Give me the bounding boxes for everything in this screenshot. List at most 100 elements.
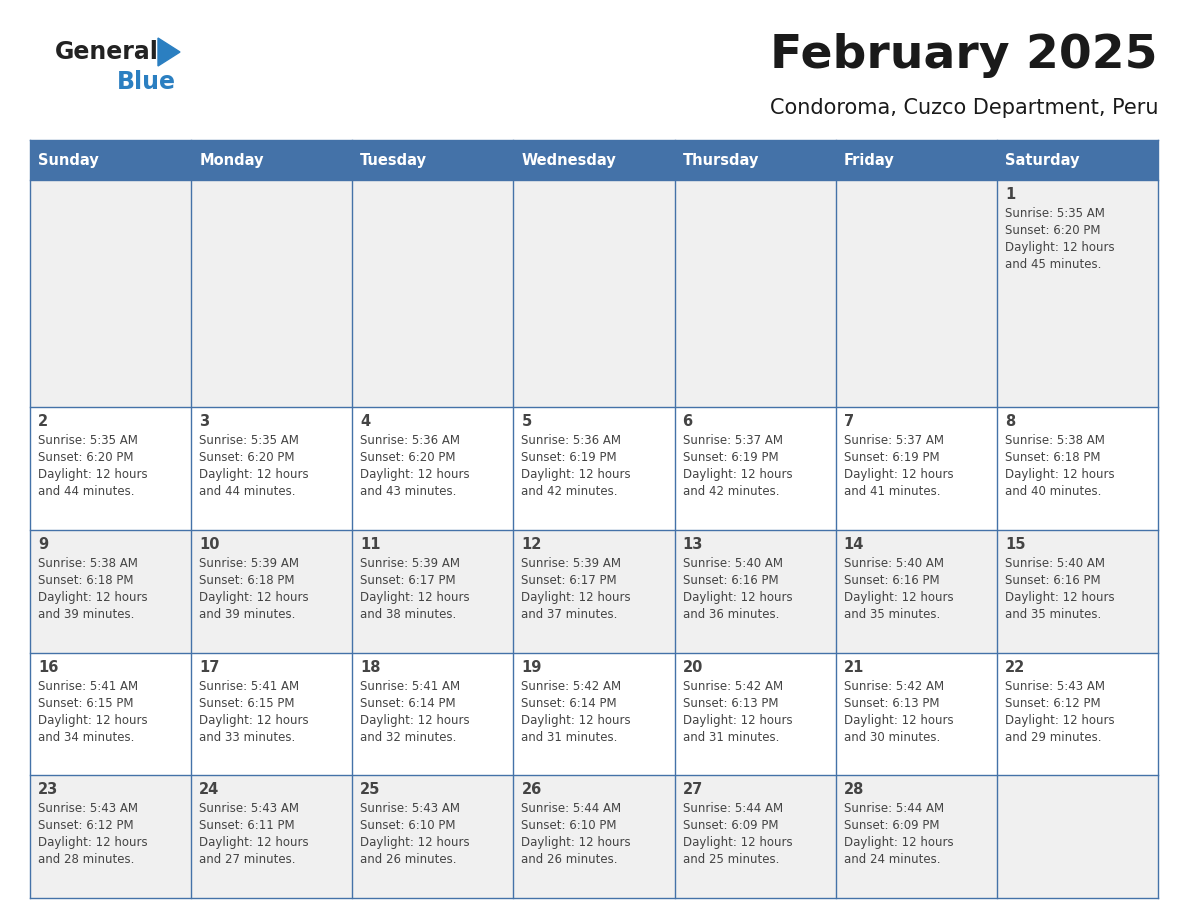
Text: Sunrise: 5:35 AM: Sunrise: 5:35 AM [200,434,299,447]
Text: and 28 minutes.: and 28 minutes. [38,853,134,867]
Text: Sunset: 6:09 PM: Sunset: 6:09 PM [843,819,940,833]
Text: 23: 23 [38,782,58,797]
Text: Sunset: 6:15 PM: Sunset: 6:15 PM [200,697,295,710]
Text: and 24 minutes.: and 24 minutes. [843,853,940,867]
Bar [997,180,1158,407]
Text: Sunrise: 5:44 AM: Sunrise: 5:44 AM [843,802,943,815]
Text: and 32 minutes.: and 32 minutes. [360,731,456,744]
Bar [513,140,675,180]
Text: Wednesday: Wednesday [522,152,617,167]
Text: Sunrise: 5:41 AM: Sunrise: 5:41 AM [200,679,299,692]
Text: and 39 minutes.: and 39 minutes. [200,608,296,621]
Text: and 44 minutes.: and 44 minutes. [38,485,134,498]
Bar [191,653,353,776]
Text: and 40 minutes.: and 40 minutes. [1005,485,1101,498]
Bar [30,653,191,776]
Text: Sunrise: 5:44 AM: Sunrise: 5:44 AM [522,802,621,815]
Text: 10: 10 [200,537,220,552]
Text: Daylight: 12 hours: Daylight: 12 hours [200,591,309,604]
Text: Daylight: 12 hours: Daylight: 12 hours [683,713,792,726]
Text: Sunrise: 5:40 AM: Sunrise: 5:40 AM [683,557,783,570]
Text: Daylight: 12 hours: Daylight: 12 hours [1005,241,1114,254]
Bar [513,653,675,776]
Bar [513,180,675,407]
Text: Sunrise: 5:36 AM: Sunrise: 5:36 AM [360,434,460,447]
Text: Daylight: 12 hours: Daylight: 12 hours [38,836,147,849]
Text: Sunrise: 5:42 AM: Sunrise: 5:42 AM [843,679,943,692]
Text: Daylight: 12 hours: Daylight: 12 hours [1005,713,1114,726]
Text: 17: 17 [200,659,220,675]
Text: 9: 9 [38,537,49,552]
Text: Sunset: 6:16 PM: Sunset: 6:16 PM [1005,574,1100,587]
Text: February 2025: February 2025 [771,32,1158,77]
Text: Sunset: 6:18 PM: Sunset: 6:18 PM [200,574,295,587]
Text: Sunrise: 5:44 AM: Sunrise: 5:44 AM [683,802,783,815]
Text: Sunset: 6:20 PM: Sunset: 6:20 PM [38,451,133,465]
Bar [675,653,835,776]
Text: Condoroma, Cuzco Department, Peru: Condoroma, Cuzco Department, Peru [770,98,1158,118]
Text: and 34 minutes.: and 34 minutes. [38,731,134,744]
Bar [191,140,353,180]
Text: Daylight: 12 hours: Daylight: 12 hours [522,713,631,726]
Text: 12: 12 [522,537,542,552]
Bar [30,180,191,407]
Text: and 35 minutes.: and 35 minutes. [1005,608,1101,621]
Bar [835,180,997,407]
Text: Blue: Blue [116,70,176,94]
Text: Sunrise: 5:38 AM: Sunrise: 5:38 AM [1005,434,1105,447]
Text: Sunset: 6:12 PM: Sunset: 6:12 PM [38,819,133,833]
Text: 2: 2 [38,414,49,429]
Text: Sunrise: 5:43 AM: Sunrise: 5:43 AM [200,802,299,815]
Text: 15: 15 [1005,537,1025,552]
Text: 6: 6 [683,414,693,429]
Bar [191,530,353,653]
Text: 24: 24 [200,782,220,797]
Text: Sunset: 6:15 PM: Sunset: 6:15 PM [38,697,133,710]
Polygon shape [158,38,181,66]
Text: Sunset: 6:18 PM: Sunset: 6:18 PM [38,574,133,587]
Text: Sunrise: 5:39 AM: Sunrise: 5:39 AM [522,557,621,570]
Text: and 35 minutes.: and 35 minutes. [843,608,940,621]
Text: Daylight: 12 hours: Daylight: 12 hours [360,836,470,849]
Text: 16: 16 [38,659,58,675]
Text: Sunset: 6:10 PM: Sunset: 6:10 PM [522,819,617,833]
Text: Sunrise: 5:36 AM: Sunrise: 5:36 AM [522,434,621,447]
Text: 13: 13 [683,537,703,552]
Text: General: General [55,40,159,64]
Bar [835,530,997,653]
Bar [997,530,1158,653]
Text: 1: 1 [1005,187,1015,202]
Text: Sunrise: 5:38 AM: Sunrise: 5:38 AM [38,557,138,570]
Text: Sunset: 6:19 PM: Sunset: 6:19 PM [522,451,617,465]
Text: Sunset: 6:12 PM: Sunset: 6:12 PM [1005,697,1100,710]
Bar [835,653,997,776]
Text: and 27 minutes.: and 27 minutes. [200,853,296,867]
Text: Sunset: 6:10 PM: Sunset: 6:10 PM [360,819,456,833]
Text: Daylight: 12 hours: Daylight: 12 hours [200,836,309,849]
Text: Sunrise: 5:40 AM: Sunrise: 5:40 AM [843,557,943,570]
Text: and 42 minutes.: and 42 minutes. [683,485,779,498]
Bar [997,407,1158,530]
Bar [191,407,353,530]
Bar [30,140,191,180]
Text: and 36 minutes.: and 36 minutes. [683,608,779,621]
Text: Sunset: 6:14 PM: Sunset: 6:14 PM [522,697,617,710]
Text: Sunrise: 5:35 AM: Sunrise: 5:35 AM [38,434,138,447]
Text: 26: 26 [522,782,542,797]
Bar [513,776,675,898]
Text: Daylight: 12 hours: Daylight: 12 hours [360,713,470,726]
Text: Sunrise: 5:35 AM: Sunrise: 5:35 AM [1005,207,1105,220]
Text: Sunrise: 5:37 AM: Sunrise: 5:37 AM [683,434,783,447]
Bar [997,776,1158,898]
Text: and 29 minutes.: and 29 minutes. [1005,731,1101,744]
Text: and 41 minutes.: and 41 minutes. [843,485,940,498]
Text: Sunset: 6:19 PM: Sunset: 6:19 PM [683,451,778,465]
Text: and 37 minutes.: and 37 minutes. [522,608,618,621]
Text: Daylight: 12 hours: Daylight: 12 hours [843,468,953,481]
Bar [513,407,675,530]
Text: Daylight: 12 hours: Daylight: 12 hours [522,468,631,481]
Text: Thursday: Thursday [683,152,759,167]
Text: Sunset: 6:14 PM: Sunset: 6:14 PM [360,697,456,710]
Text: Sunday: Sunday [38,152,99,167]
Text: Sunset: 6:20 PM: Sunset: 6:20 PM [1005,224,1100,237]
